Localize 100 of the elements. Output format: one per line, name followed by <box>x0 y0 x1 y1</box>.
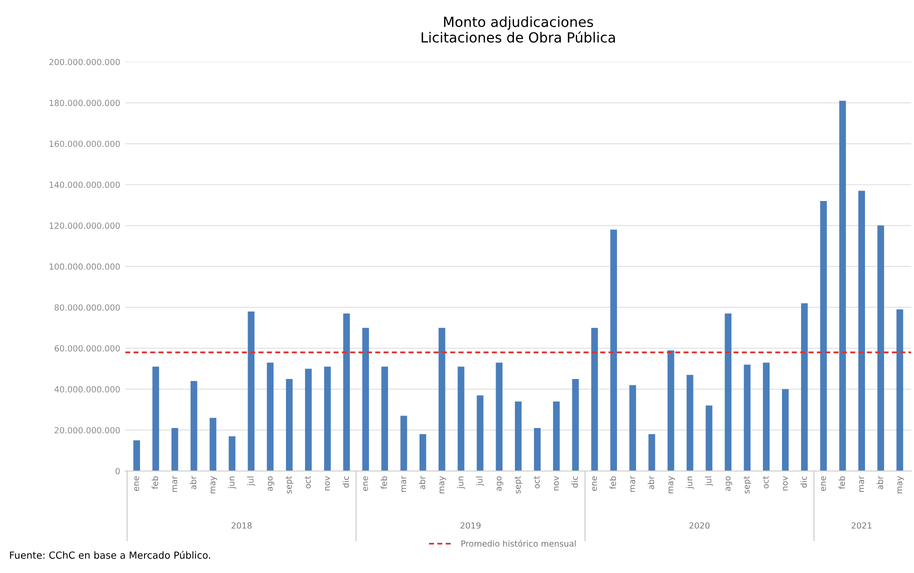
bar <box>896 309 904 472</box>
x-tick-label: ene <box>134 476 140 491</box>
x-tick-label: abr <box>190 476 196 490</box>
bar <box>305 368 312 472</box>
x-tick-label: ene <box>363 476 368 491</box>
x-tick-label: nov <box>325 476 330 490</box>
bar <box>210 418 216 472</box>
bar <box>686 374 694 472</box>
x-tick-label: dic <box>571 476 578 488</box>
text: 2018 <box>232 522 252 529</box>
bar <box>420 434 426 472</box>
bar <box>629 385 636 472</box>
bar <box>706 406 712 472</box>
x-tick-label: oct <box>304 476 311 488</box>
x-tick-label: ene <box>592 476 597 491</box>
bar <box>877 226 884 472</box>
bar <box>572 378 579 472</box>
bar <box>514 401 522 472</box>
x-tick-label: may <box>897 476 904 494</box>
bar <box>190 381 198 472</box>
x-tick-label: may <box>668 476 675 494</box>
bar <box>534 428 541 472</box>
bar <box>248 311 254 472</box>
bar <box>820 200 827 472</box>
x-tick-label: may <box>440 476 446 494</box>
bar <box>400 416 408 472</box>
bar <box>648 434 656 472</box>
bar <box>228 436 236 472</box>
x-tick-label: abr <box>648 476 654 490</box>
bar <box>476 395 484 472</box>
x-tick-label: feb <box>380 476 388 490</box>
x-tick-label: oct <box>762 476 769 488</box>
x-tick-label: nov <box>554 476 559 490</box>
x-tick-label: abr <box>418 476 426 490</box>
y-tick-label: 140.000.000.000 <box>50 182 120 188</box>
x-tick-label: jul <box>476 476 484 486</box>
text: 2021 <box>852 522 872 529</box>
y-tick-label: 200.000.000.000 <box>49 58 120 66</box>
y-tick-label: 80.000.000.000 <box>54 304 120 311</box>
x-tick-label: ago <box>496 476 504 491</box>
x-tick-label: feb <box>610 476 616 490</box>
x-tick-label: jun <box>456 476 466 489</box>
bar <box>553 401 560 472</box>
x-tick-label: ago <box>268 476 274 491</box>
bar <box>724 313 732 472</box>
x-tick-label: sept <box>514 476 522 494</box>
bar <box>591 328 598 472</box>
x-tick-label: feb <box>152 476 158 490</box>
x-tick-label: may <box>210 476 218 494</box>
legend-label: Promedio histórico mensual <box>461 540 576 547</box>
y-tick-label: 0 <box>116 468 120 474</box>
y-tick-label: 100.000.000.000 <box>50 263 120 270</box>
y-tick-label: 180.000.000.000 <box>50 100 120 106</box>
x-tick-label: mar <box>630 476 636 492</box>
bar <box>744 364 751 472</box>
bar <box>343 313 350 472</box>
x-tick-label: jul <box>704 476 714 486</box>
bar <box>668 350 674 472</box>
bar <box>496 362 502 472</box>
x-tick-label: abr <box>876 476 884 490</box>
x-tick-label: sept <box>744 476 752 494</box>
x-tick-label: ago <box>726 476 732 491</box>
y-tick-label: 40.000.000.000 <box>54 386 120 392</box>
x-tick-label: dic <box>800 476 807 488</box>
bar <box>133 440 140 472</box>
bar <box>839 100 846 472</box>
y-tick-label: 160.000.000.000 <box>50 140 120 147</box>
bar <box>362 328 369 472</box>
x-tick-label: oct <box>534 476 540 488</box>
bar <box>438 328 446 472</box>
bar <box>381 366 388 472</box>
bar <box>286 378 293 472</box>
x-tick-label: mar <box>401 476 406 492</box>
x-tick-label: jul <box>247 476 256 486</box>
chart-title: Monto adjudicaciones Licitaciones de Obra Pública <box>422 16 615 43</box>
source-note: Fuente: CChC en base a Mercado Público. <box>10 550 210 559</box>
x-tick-label: jun <box>228 476 236 489</box>
bar <box>171 428 178 472</box>
x-tick-label: dic <box>342 476 349 488</box>
x-tick-label: sept <box>286 476 294 494</box>
bar <box>458 366 464 472</box>
bar <box>324 366 331 472</box>
y-tick-label: 60.000.000.000 <box>54 345 120 352</box>
x-tick-label: feb <box>838 476 845 490</box>
x-tick-label: mar <box>172 476 178 492</box>
bar <box>858 190 865 472</box>
x-tick-label: jun <box>686 476 694 489</box>
bar <box>610 230 617 472</box>
bar <box>266 362 274 472</box>
bar <box>801 303 808 472</box>
y-tick-label: 120.000.000.000 <box>50 222 120 229</box>
bar <box>762 362 770 472</box>
text: 2020 <box>689 522 710 529</box>
x-tick-label: mar <box>859 476 864 492</box>
bar <box>782 389 789 472</box>
x-tick-label: nov <box>782 476 788 490</box>
bar <box>152 366 160 472</box>
y-tick-label: 20.000.000.000 <box>54 427 120 434</box>
x-tick-label: ene <box>821 476 826 491</box>
text: 2019 <box>460 522 481 529</box>
